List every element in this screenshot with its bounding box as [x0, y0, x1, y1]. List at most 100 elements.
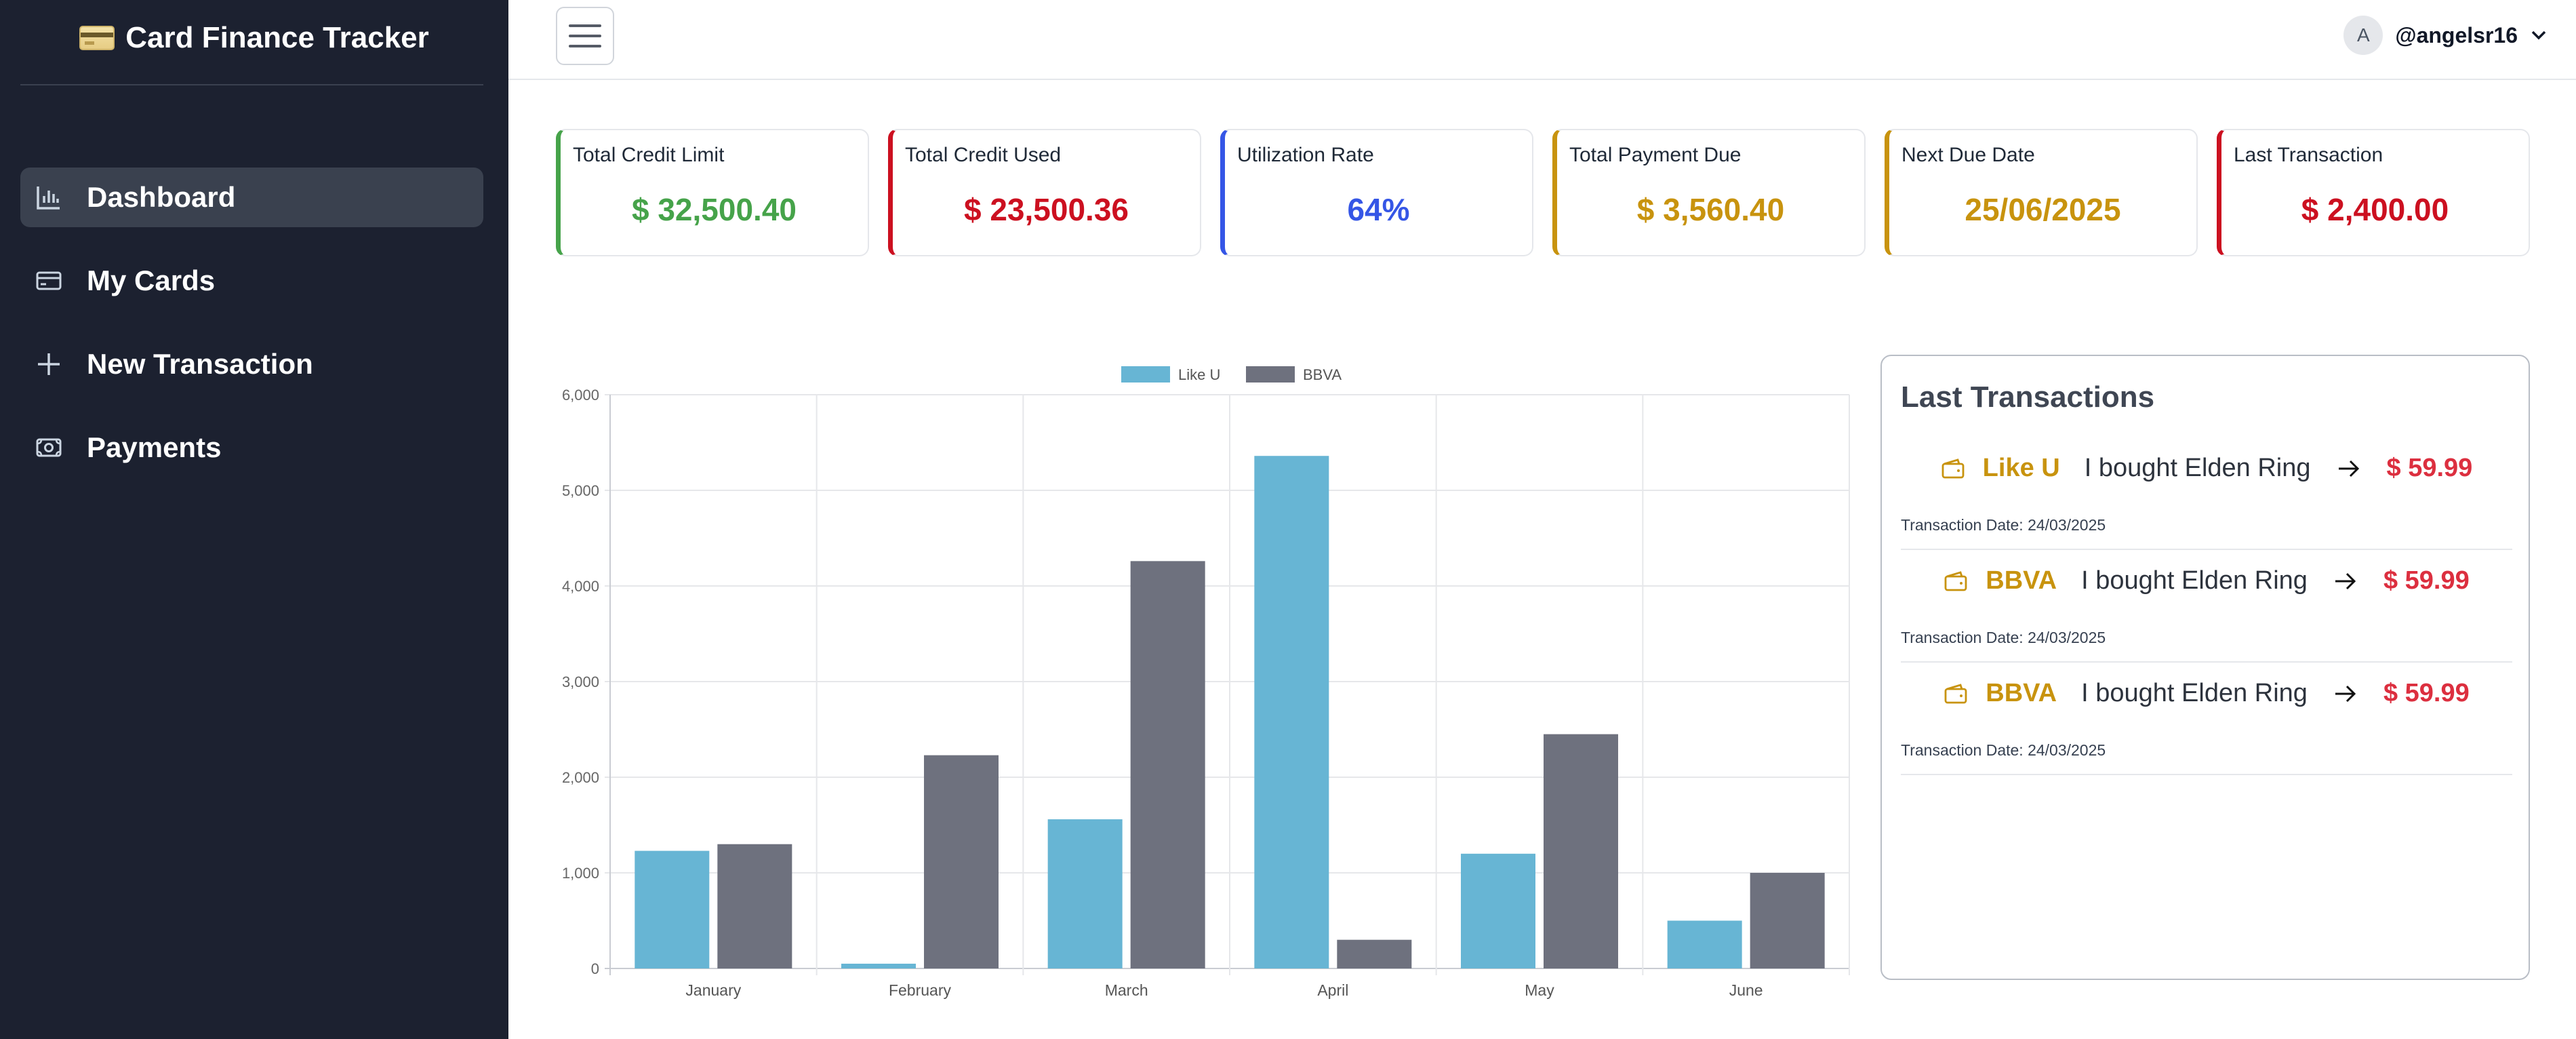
bar-bbva [1130, 561, 1205, 968]
y-tick-label: 2,000 [562, 769, 599, 786]
stat-label: Total Payment Due [1569, 144, 1742, 166]
last-transactions-panel: Last Transactions Like U I bought Elden … [1880, 355, 2530, 980]
transaction-line: BBVA I bought Elden Ring $ 59.99 [1901, 679, 2512, 708]
arrow-right-icon [2335, 456, 2362, 481]
stat-card-next-due-date: Next Due Date 25/06/2025 [1885, 129, 2198, 256]
sidebar-item-label: New Transaction [87, 348, 313, 380]
user-menu[interactable]: A @angelsr16 [2343, 14, 2548, 57]
stat-card-total-credit-used: Total Credit Used $ 23,500.36 [888, 129, 1201, 256]
bar-bbva [1750, 873, 1825, 968]
stat-label: Total Credit Used [905, 144, 1062, 166]
bar-bbva [1337, 939, 1412, 968]
transaction-card-name: Like U [1982, 454, 2060, 482]
stat-card-utilization-rate: Utilization Rate 64% [1220, 129, 1533, 256]
y-tick-label: 5,000 [562, 482, 599, 499]
bar-chart-svg: 0 1,000 2,000 3,000 4,000 5,000 6,000 January Fe… [562, 366, 1850, 999]
sidebar-item-my-cards[interactable]: My Cards [20, 251, 483, 311]
stat-label: Last Transaction [2234, 144, 2383, 166]
x-tick-label: January [685, 981, 741, 999]
sidebar-item-label: Payments [87, 431, 222, 463]
stat-label: Next Due Date [1901, 144, 2035, 166]
arrow-right-icon [2332, 569, 2359, 593]
transaction-description: I bought Elden Ring [2084, 454, 2311, 482]
stat-card-last-transaction: Last Transaction $ 2,400.00 [2217, 129, 2530, 256]
transaction-amount: $ 59.99 [2383, 679, 2470, 707]
y-tick-label: 0 [591, 960, 599, 977]
avatar: A [2343, 16, 2383, 55]
hamburger-icon-line [569, 45, 601, 47]
bar-like-u [635, 850, 710, 968]
y-tick-label: 3,000 [562, 673, 599, 690]
bar-like-u [1461, 853, 1535, 968]
transaction-item[interactable]: Like U I bought Elden Ring $ 59.99 Trans… [1901, 437, 2512, 550]
bar-like-u [841, 963, 916, 968]
bar-chart-icon [35, 184, 62, 211]
x-tick-label: June [1729, 981, 1763, 999]
transaction-date: Transaction Date: 24/03/2025 [1901, 516, 2106, 534]
sidebar-item-label: My Cards [87, 264, 216, 296]
stat-value: $ 32,500.40 [631, 192, 797, 227]
app-title: Card Finance Tracker [125, 21, 429, 54]
transaction-amount: $ 59.99 [2386, 454, 2473, 482]
y-tick-label: 4,000 [562, 578, 599, 595]
stat-value: $ 3,560.40 [1636, 192, 1785, 227]
x-tick-label: April [1317, 981, 1348, 999]
transaction-description: I bought Elden Ring [2081, 566, 2308, 595]
transaction-item[interactable]: BBVA I bought Elden Ring $ 59.99 Transac… [1901, 550, 2512, 663]
card-icon [35, 267, 62, 294]
y-tick-label: 6,000 [562, 387, 599, 404]
legend-label: Like U [1178, 366, 1220, 383]
stat-value: 64% [1347, 192, 1410, 227]
sidebar-item-label: Dashboard [87, 181, 236, 213]
stat-value: 25/06/2025 [1965, 192, 2121, 227]
legend-swatch [1121, 366, 1170, 383]
credit-card-icon [79, 26, 115, 50]
menu-toggle-button[interactable] [556, 7, 614, 65]
username: @angelsr16 [2395, 22, 2518, 47]
wallet-icon [1944, 569, 1968, 593]
stat-label: Total Credit Limit [573, 144, 725, 166]
legend-swatch [1246, 366, 1295, 383]
hamburger-icon [569, 24, 601, 27]
plus-icon [35, 351, 62, 378]
sidebar-item-dashboard[interactable]: Dashboard [20, 168, 483, 227]
x-tick-label: May [1525, 981, 1554, 999]
wallet-icon [1944, 682, 1968, 706]
sidebar-item-payments[interactable]: Payments [20, 418, 483, 477]
transaction-description: I bought Elden Ring [2081, 679, 2308, 707]
y-tick-label: 1,000 [562, 865, 599, 882]
x-tick-label: March [1105, 981, 1148, 999]
transaction-item[interactable]: BBVA I bought Elden Ring $ 59.99 Transac… [1901, 663, 2512, 775]
hamburger-icon-line [569, 35, 601, 37]
panel-title: Last Transactions [1901, 380, 2155, 414]
stat-value: $ 2,400.00 [2301, 192, 2449, 227]
stat-card-total-payment-due: Total Payment Due $ 3,560.40 [1552, 129, 1866, 256]
topbar: A @angelsr16 [508, 0, 2576, 80]
stat-value: $ 23,500.36 [963, 192, 1129, 227]
stat-label: Utilization Rate [1237, 144, 1374, 166]
legend-label: BBVA [1303, 366, 1342, 383]
wallet-icon [1941, 456, 1965, 481]
transaction-line: Like U I bought Elden Ring $ 59.99 [1901, 454, 2512, 483]
sidebar-divider [20, 84, 483, 85]
transaction-card-name: BBVA [1986, 566, 2057, 595]
transaction-date: Transaction Date: 24/03/2025 [1901, 629, 2106, 646]
x-tick-label: February [889, 981, 952, 999]
bar-like-u [1667, 920, 1742, 968]
cash-icon [35, 434, 62, 461]
arrow-right-icon [2332, 682, 2359, 706]
sidebar-item-new-transaction[interactable]: New Transaction [20, 334, 483, 394]
app-brand[interactable]: Card Finance Tracker [0, 18, 508, 58]
bar-like-u [1047, 819, 1123, 968]
transaction-amount: $ 59.99 [2383, 566, 2470, 595]
chevron-down-icon [2530, 26, 2548, 44]
sidebar: Card Finance Tracker Dashboard My Cards … [0, 0, 508, 1039]
bar-bbva [717, 844, 792, 968]
bar-bbva [924, 755, 999, 968]
transaction-line: BBVA I bought Elden Ring $ 59.99 [1901, 566, 2512, 595]
transaction-date: Transaction Date: 24/03/2025 [1901, 741, 2106, 759]
stat-card-total-credit-limit: Total Credit Limit $ 32,500.40 [556, 129, 869, 256]
bar-bbva [1544, 734, 1618, 968]
bar-like-u [1254, 456, 1329, 968]
transaction-card-name: BBVA [1986, 679, 2057, 707]
